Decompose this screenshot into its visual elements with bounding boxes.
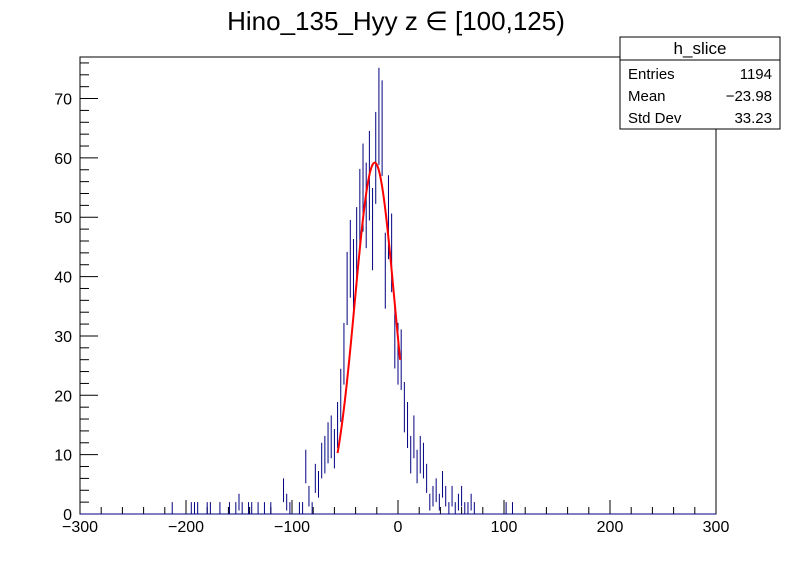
x-tick-label: 100 bbox=[491, 519, 518, 536]
y-tick-label: 40 bbox=[54, 270, 72, 287]
stats-mean-value: −23.98 bbox=[726, 88, 772, 105]
y-tick-label: 60 bbox=[54, 151, 72, 168]
axes: −300 −200 −100 0 100 200 300 0 10 20 30 40 50 60 70 bbox=[54, 62, 730, 536]
gaussian-fit bbox=[336, 161, 402, 454]
fit-curve bbox=[336, 161, 402, 454]
x-tick-label: 300 bbox=[703, 519, 730, 536]
y-tick-label: 30 bbox=[54, 329, 72, 346]
stats-stddev-value: 33.23 bbox=[734, 110, 772, 127]
stats-mean-label: Mean bbox=[628, 88, 666, 105]
stats-frame bbox=[619, 36, 781, 130]
y-tick-label: 0 bbox=[63, 507, 72, 524]
stats-box: h_slice Entries 1194 Mean −23.98 Std Dev… bbox=[619, 36, 781, 130]
stats-title: h_slice bbox=[674, 39, 727, 58]
x-tick-label: −300 bbox=[62, 519, 98, 536]
x-tick-label: −100 bbox=[274, 519, 310, 536]
y-tick-label: 70 bbox=[54, 92, 72, 109]
stats-entries-value: 1194 bbox=[740, 66, 772, 83]
y-tick-label: 10 bbox=[54, 448, 72, 465]
x-tick-label: 200 bbox=[597, 519, 624, 536]
y-tick-label: 20 bbox=[54, 388, 72, 405]
stats-entries-label: Entries bbox=[628, 66, 675, 83]
x-tick-label: 0 bbox=[394, 519, 403, 536]
x-tick-label: −200 bbox=[168, 519, 204, 536]
stats-stddev-label: Std Dev bbox=[628, 110, 682, 127]
y-tick-label: 50 bbox=[54, 210, 72, 227]
chart-title: Hino_135_Hyy z ∈ [100,125) bbox=[227, 6, 565, 36]
